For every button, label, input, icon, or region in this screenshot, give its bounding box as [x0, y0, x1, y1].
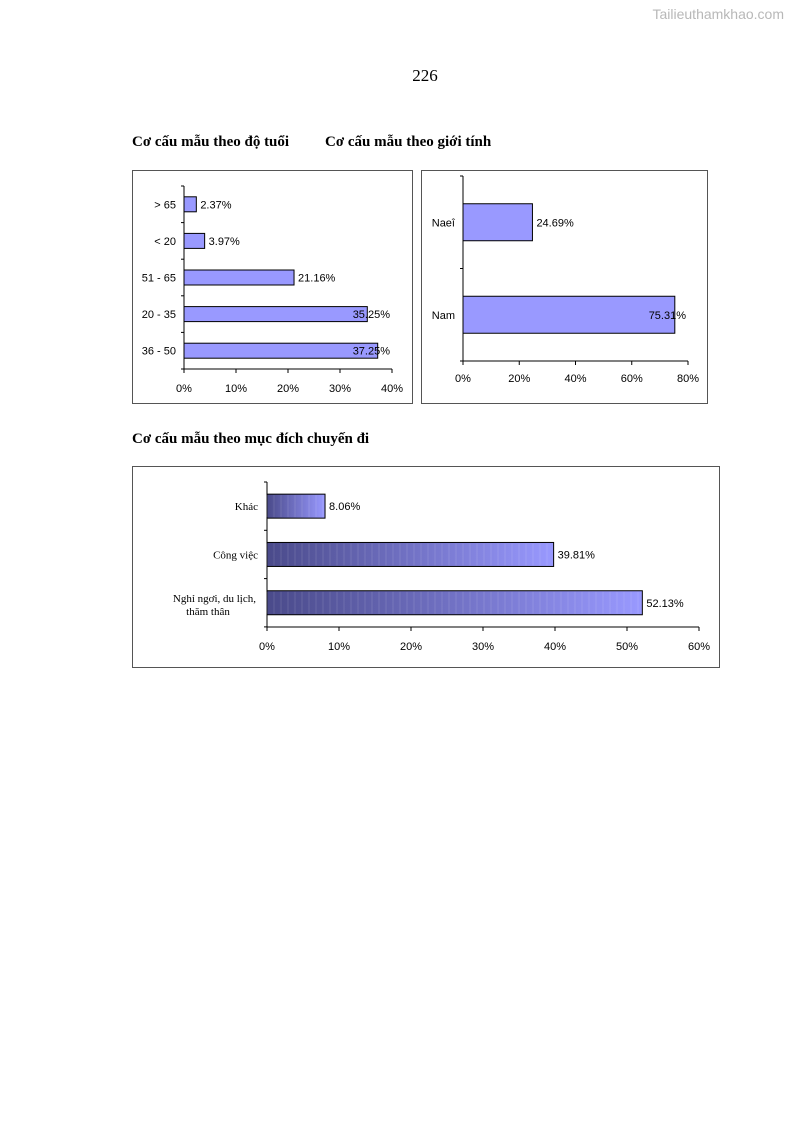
purpose-x-tick-label: 50% — [616, 641, 638, 653]
purpose-category-label-ngh-ng-i-du-l-ch-th-m-th-n: Nghỉ ngơi, du lịch, — [173, 593, 256, 605]
purpose-bar-kh-c — [266, 493, 326, 519]
purpose-x-tick-label: 0% — [259, 641, 275, 653]
purpose-category-label-kh-c: Khác — [235, 501, 258, 513]
age-x-tick-label: 40% — [381, 383, 403, 395]
age-x-tick-label: 30% — [329, 383, 351, 395]
age-data-label-51-65: 21.16% — [298, 273, 336, 285]
gender-data-label-nae: 24.69% — [536, 217, 574, 229]
gender-data-label-nam: 75.31% — [649, 310, 687, 322]
age-chart-plot: 0% 10% 20% 30% 40% 2.37% > 65 3.97% < 20 21.16% 51… — [142, 185, 403, 395]
gender-x-tick-label: 60% — [621, 373, 643, 385]
purpose-bar-c-ng-vi-c — [266, 541, 555, 567]
age-data-label-36-50: 37.25% — [353, 346, 391, 358]
gender-chart: 0% 20% 40% 60% 80% 24.69% Naeî 75.31% Nam — [421, 170, 708, 404]
gender-x-tick-label: 0% — [455, 373, 471, 385]
gender-x-tick-label: 80% — [677, 373, 699, 385]
gender-category-label-nae: Naeî — [432, 217, 456, 229]
purpose-data-label-kh-c: 8.06% — [329, 501, 360, 513]
age-chart-title: Cơ cấu mẫu theo độ tuổi — [132, 134, 290, 150]
page-number: 226 — [412, 66, 438, 85]
purpose-x-tick-label: 40% — [544, 641, 566, 653]
purpose-x-tick-label: 20% — [400, 641, 422, 653]
age-x-tick-label: 10% — [225, 383, 247, 395]
purpose-data-label-ngh-ng-i-du-l-ch-th-m-th-n: 52.13% — [646, 598, 684, 610]
age-bar-51-65 — [183, 269, 295, 286]
age-data-label-65: 2.37% — [200, 199, 231, 211]
age-data-label-20: 3.97% — [209, 236, 240, 248]
purpose-chart-title: Cơ cấu mẫu theo mục đích chuyến đi — [132, 431, 370, 447]
age-x-tick-label: 0% — [176, 383, 192, 395]
gender-chart-title: Cơ cấu mẫu theo giới tính — [325, 134, 492, 150]
age-x-tick-label: 20% — [277, 383, 299, 395]
gender-chart-plot: 0% 20% 40% 60% 80% 24.69% Naeî 75.31% Nam — [432, 175, 699, 385]
age-data-label-20-35: 35.25% — [353, 309, 391, 321]
purpose-chart-plot: 0% 10% 20% 30% 40% 50% 60% 8.06% Khác 39.81% Công … — [173, 481, 710, 653]
purpose-x-tick-label: 10% — [328, 641, 350, 653]
age-category-label-36-50: 36 - 50 — [142, 346, 176, 358]
gender-bar-nae — [462, 203, 533, 242]
age-bar-20-35 — [183, 306, 368, 323]
purpose-data-label-c-ng-vi-c: 39.81% — [558, 549, 596, 561]
gender-bar-nam — [462, 295, 676, 334]
gender-category-label-nam: Nam — [432, 310, 455, 322]
age-bar-36-50 — [183, 342, 379, 359]
age-category-label-51-65: 51 - 65 — [142, 273, 176, 285]
purpose-x-tick-label: 30% — [472, 641, 494, 653]
gender-x-tick-label: 40% — [564, 373, 586, 385]
purpose-chart: 0% 10% 20% 30% 40% 50% 60% 8.06% Khác 39.81% Công … — [132, 466, 720, 668]
purpose-category-label-ngh-ng-i-du-l-ch-th-m-th-n-line2: thăm thân — [186, 606, 230, 618]
age-bar-20 — [183, 232, 206, 249]
gender-x-tick-label: 20% — [508, 373, 530, 385]
age-bar-65 — [183, 196, 197, 213]
purpose-category-label-c-ng-vi-c: Công việc — [213, 549, 258, 561]
watermark: Tailieuthamkhao.com — [652, 6, 784, 22]
purpose-bar-ngh-ng-i-du-l-ch-th-m-th-n — [266, 590, 643, 616]
purpose-x-tick-label: 60% — [688, 641, 710, 653]
age-category-label-20: < 20 — [154, 236, 176, 248]
age-category-label-65: > 65 — [154, 199, 176, 211]
age-chart: 0% 10% 20% 30% 40% 2.37% > 65 3.97% < 20 21.16% 51… — [132, 170, 413, 404]
age-category-label-20-35: 20 - 35 — [142, 309, 176, 321]
